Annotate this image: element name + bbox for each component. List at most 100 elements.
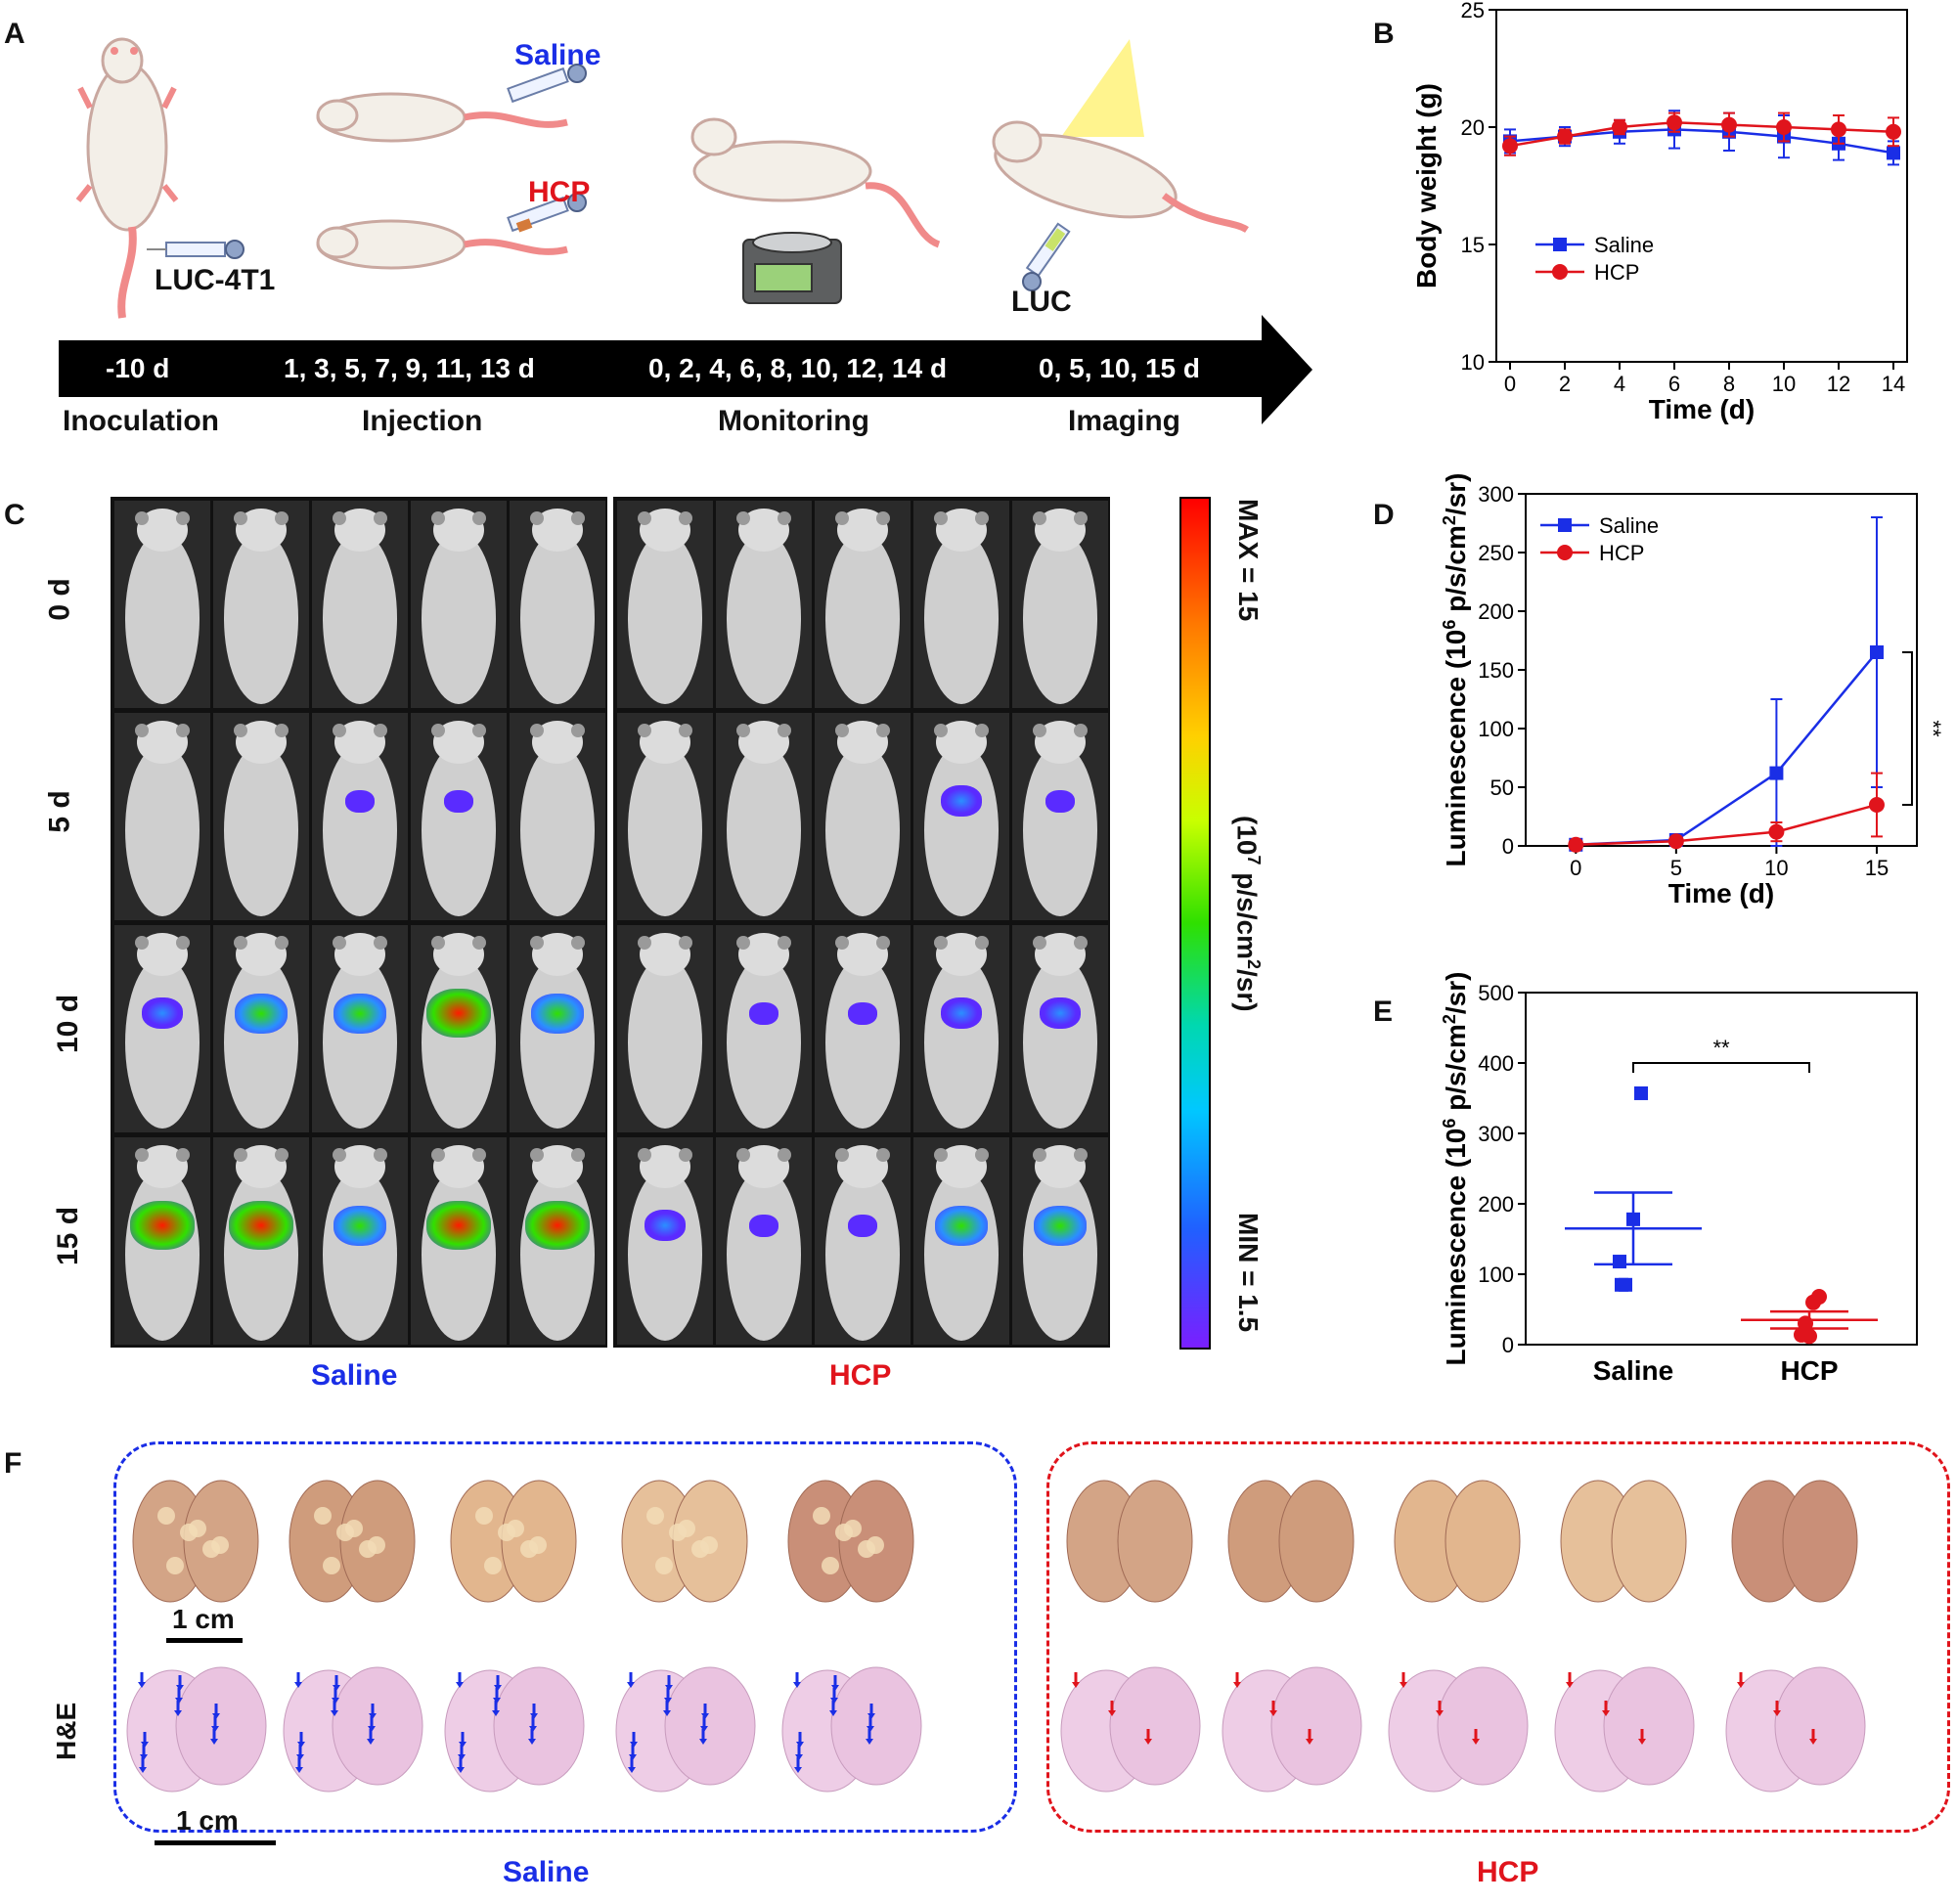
lesion-arrowhead-icon — [1269, 1710, 1277, 1716]
he-section-right-icon — [1774, 1666, 1866, 1786]
y-axis-label-part: 2 — [1440, 1014, 1459, 1024]
data-point — [1502, 138, 1518, 155]
x-tick-label: 12 — [1827, 372, 1850, 396]
mouse-silhouette-icon — [125, 933, 200, 1129]
mouse-image-cell — [510, 1137, 605, 1345]
chart-luminescence-scatter: 0 100 200 300 400 500 Saline HCP Luminescence (1… — [1440, 972, 1918, 1386]
data-point — [1769, 766, 1784, 780]
y-tick-label: 500 — [1478, 981, 1514, 1005]
syringe-icon — [147, 240, 244, 259]
data-point — [1634, 1085, 1648, 1100]
mouse-image-cell — [815, 1137, 911, 1345]
luminescence-signal — [848, 1001, 877, 1025]
x-axis-label: Time (d) — [1668, 878, 1774, 908]
colorbar-min-label: MIN = 1.5 — [1233, 1213, 1264, 1333]
legend-label: Saline — [1594, 233, 1654, 257]
panel-letter-a: A — [4, 18, 25, 50]
mouse-image-cell — [913, 713, 1009, 920]
mouse-image-cell — [913, 1137, 1009, 1345]
stage-imaging: Imaging — [1068, 405, 1181, 437]
luminescence-signal — [142, 997, 183, 1029]
mouse-silhouette-icon — [520, 721, 595, 916]
mouse-image-cell — [411, 925, 507, 1132]
lesion-arrowhead-icon — [368, 1726, 376, 1732]
lesion-arrowhead-icon — [627, 1682, 635, 1688]
mouse-silhouette-icon — [224, 509, 298, 704]
data-point — [1612, 119, 1627, 135]
y-axis-label-part: /sr) — [1441, 473, 1471, 516]
lesion-arrowhead-icon — [1638, 1739, 1646, 1745]
lesion-arrowhead-icon — [175, 1698, 183, 1704]
lesion-arrowhead-icon — [295, 1767, 303, 1773]
he-section-right-icon — [1109, 1666, 1201, 1786]
timeline-arrow-head-icon — [1262, 315, 1312, 424]
lesion-arrowhead-icon — [630, 1742, 638, 1748]
lesion-arrowhead-icon — [530, 1713, 538, 1719]
y-axis-label-part: /sr) — [1441, 972, 1471, 1015]
lesion-arrowhead-icon — [663, 1710, 671, 1716]
lesion-arrowhead-icon — [1773, 1710, 1781, 1716]
mouse-silhouette-icon — [628, 509, 702, 704]
lesion-arrowhead-icon — [1233, 1682, 1241, 1688]
lesion-arrowhead-icon — [1108, 1710, 1116, 1716]
luminescence-signal — [130, 1201, 195, 1250]
y-tick-label: 100 — [1478, 717, 1514, 741]
tumor-nodule — [157, 1507, 175, 1525]
y-tick-label: 50 — [1490, 775, 1514, 800]
lesion-arrowhead-icon — [333, 1685, 340, 1691]
lesion-arrowhead-icon — [297, 1742, 305, 1748]
mouse-image-cell — [312, 713, 408, 920]
tumor-nodule — [345, 1520, 363, 1537]
mouse-image-cell — [716, 501, 812, 708]
panel-c-hcp-label: HCP — [829, 1359, 892, 1392]
plot-frame — [1525, 493, 1918, 847]
lesion-arrowhead-icon — [331, 1710, 338, 1716]
lesion-arrowhead-icon — [867, 1726, 874, 1732]
panel-a-saline-label: Saline — [514, 39, 601, 71]
chart-body-weight: 0 2 4 6 8 10 12 14 10 15 20 25 Time (d) Body weight (… — [1411, 0, 1908, 424]
lesion-arrowhead-icon — [829, 1710, 837, 1716]
mouse-image-cell — [213, 925, 309, 1132]
panel-f-tissues — [126, 1480, 1866, 1793]
tumor-nodule — [813, 1507, 830, 1525]
timeline-days-2: 1, 3, 5, 7, 9, 11, 13 d — [284, 353, 535, 383]
lung-right-lobe-icon — [1611, 1480, 1687, 1603]
legend-label: HCP — [1594, 260, 1639, 285]
tumor-nodule — [166, 1557, 184, 1574]
mouse-image-cell — [617, 925, 713, 1132]
colorbar-unit-post: p/s/cm — [1231, 864, 1263, 959]
mouse-image-cell — [213, 1137, 309, 1345]
mouse-image-cell — [411, 501, 507, 708]
luminescence-signal — [935, 1205, 988, 1246]
y-axis-label-part: 2 — [1440, 515, 1459, 525]
panel-c-saline-label: Saline — [311, 1359, 398, 1392]
lesion-arrowhead-icon — [1602, 1710, 1610, 1716]
tumor-nodule — [507, 1520, 524, 1537]
timeline-days-1: -10 d — [106, 353, 170, 383]
luminescence-signal — [426, 989, 491, 1038]
x-tick-label: 14 — [1882, 372, 1905, 396]
mouse-image-cell — [411, 1137, 507, 1345]
x-tick-label: 2 — [1559, 372, 1571, 396]
mouse-silhouette-icon — [924, 933, 999, 1129]
data-point — [1667, 114, 1682, 131]
y-axis-label: Luminescence (106 p/s/cm2/sr) — [1440, 972, 1471, 1366]
saline-group-box — [113, 1441, 1017, 1833]
lesion-arrowhead-icon — [831, 1685, 839, 1691]
luminescence-signal — [749, 1214, 778, 1237]
mouse-image-cell — [312, 1137, 408, 1345]
data-point — [1721, 116, 1737, 133]
y-axis-label-part: p/s/cm — [1441, 525, 1471, 619]
lesion-arrowhead-icon — [1737, 1682, 1745, 1688]
series-line — [1509, 120, 1894, 148]
he-section-right-icon — [493, 1666, 585, 1786]
y-axis-label-part: 6 — [1440, 1119, 1459, 1129]
lung-right-lobe-icon — [1278, 1480, 1355, 1603]
mouse-silhouette-icon — [727, 933, 801, 1129]
lesion-arrowhead-icon — [629, 1754, 637, 1760]
mouse-image-cell — [213, 501, 309, 708]
significance-bracket — [1632, 1062, 1810, 1073]
mouse-hcp-icon — [316, 193, 587, 270]
lesion-arrowhead-icon — [830, 1698, 838, 1704]
mouse-silhouette-icon — [520, 509, 595, 704]
